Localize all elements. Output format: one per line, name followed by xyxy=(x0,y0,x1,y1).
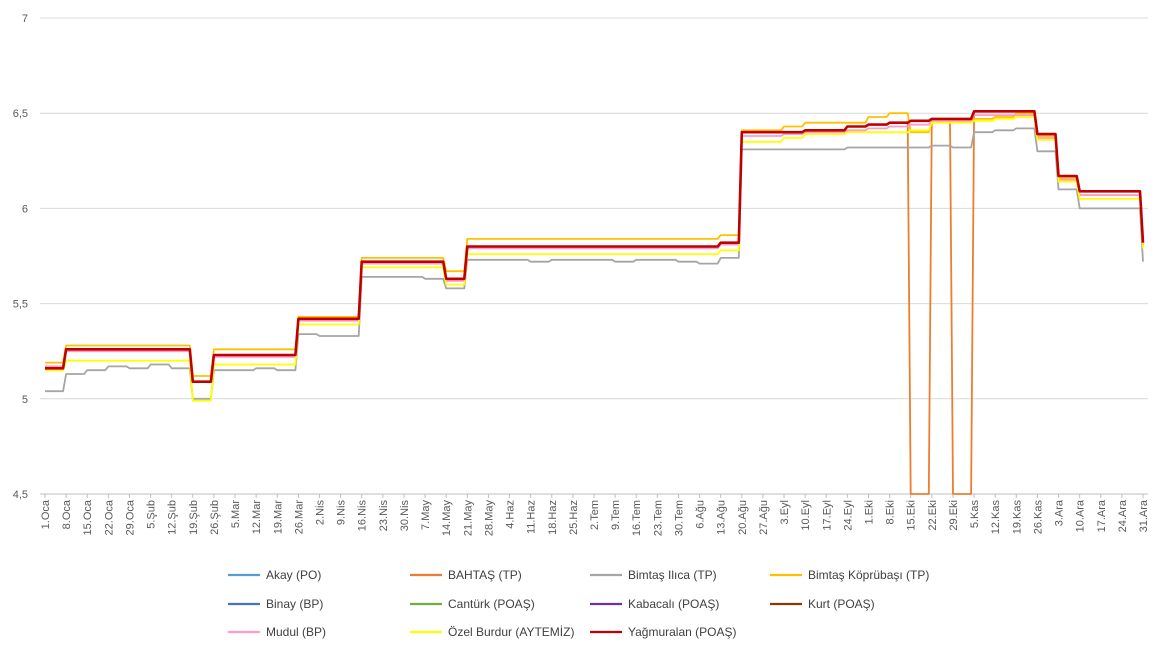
x-tick-label: 13.Ağu xyxy=(716,500,728,535)
x-tick-label: 1.Eki xyxy=(864,500,876,524)
legend-label: Cantürk (POAŞ) xyxy=(448,597,535,611)
y-tick-label: 6 xyxy=(22,203,28,215)
x-tick-label: 29.Oca xyxy=(124,499,136,535)
x-tick-label: 24.Ara xyxy=(1117,499,1129,532)
x-tick-label: 12.Mar xyxy=(251,500,263,535)
y-tick-label: 5,5 xyxy=(13,299,28,311)
x-tick-label: 30.Nis xyxy=(399,500,411,532)
legend-label: Bimtaş Ilıca (TP) xyxy=(628,568,717,582)
x-tick-label: 9.Tem xyxy=(610,500,622,530)
x-tick-label: 12.Şub xyxy=(167,500,179,535)
x-tick-label: 1.Oca xyxy=(40,499,52,529)
series-line xyxy=(45,112,1144,377)
x-tick-label: 10.Ara xyxy=(1075,499,1087,532)
x-tick-label: 2.Tem xyxy=(589,500,601,530)
x-tick-label: 16.Tem xyxy=(631,500,643,536)
series-line xyxy=(45,110,1144,495)
legend-label: Kabacalı (POAŞ) xyxy=(628,597,719,611)
series-lines xyxy=(45,110,1145,495)
x-tick-label: 8.Oca xyxy=(61,499,73,529)
x-tick-label: 19.Şub xyxy=(188,500,200,535)
series-line xyxy=(45,110,1145,383)
legend-label: Kurt (POAŞ) xyxy=(808,597,875,611)
x-tick-label: 22.Oca xyxy=(103,499,115,535)
axes xyxy=(40,493,1148,498)
x-tick-label: 25.Haz xyxy=(568,500,580,535)
gridlines xyxy=(40,17,1148,495)
x-tick-label: 3.Eyl xyxy=(779,500,791,524)
legend-label: Akay (PO) xyxy=(266,568,321,582)
series-line xyxy=(45,114,1144,383)
legend-label: Özel Burdur (AYTEMİZ) xyxy=(448,625,574,639)
x-tick-label: 23.Nis xyxy=(378,500,390,532)
x-tick-label: 24.Eyl xyxy=(842,500,854,531)
x-tick-label: 15.Oca xyxy=(82,499,94,535)
x-tick-label: 28.May xyxy=(483,500,495,537)
x-tick-label: 3.Ara xyxy=(1054,499,1066,526)
x-tick-label: 7.May xyxy=(420,500,432,530)
x-tick-label: 19.Mar xyxy=(272,500,284,535)
x-tick-label: 23.Tem xyxy=(652,500,664,536)
y-tick-label: 7 xyxy=(22,13,28,25)
series-line xyxy=(45,116,1144,402)
x-tick-label: 26.Şub xyxy=(209,500,221,535)
x-tick-label: 5.Kas xyxy=(969,500,981,529)
x-tick-label: 8.Eki xyxy=(885,500,897,524)
legend: Akay (PO) BAHTAŞ (TP) Bimtaş Ilıca (TP) Bim… xyxy=(228,568,929,639)
y-tick-label: 4,5 xyxy=(13,489,28,501)
y-tick-label: 5 xyxy=(22,394,28,406)
x-tick-label: 5.Şub xyxy=(146,500,158,529)
x-tick-labels: 1.Oca 8.Oca 15.Oca 22.Oca 29.Oca 5.Şub 12.Şub 1… xyxy=(40,499,1150,536)
x-tick-label: 15.Eki xyxy=(906,500,918,531)
legend-label: Binay (BP) xyxy=(266,597,323,611)
x-tick-label: 30.Tem xyxy=(673,500,685,536)
y-tick-labels: 4,5 5 5,5 6 6,5 7 xyxy=(13,13,28,501)
x-tick-label: 17.Ara xyxy=(1096,499,1108,532)
legend-label: Mudul (BP) xyxy=(266,625,326,639)
legend-label: Bimtaş Köprübaşı (TP) xyxy=(808,568,929,582)
x-tick-label: 29.Eki xyxy=(948,500,960,531)
x-tick-label: 22.Eki xyxy=(927,500,939,531)
x-tick-label: 9.Nis xyxy=(336,500,348,526)
x-tick-label: 14.May xyxy=(441,500,453,537)
series-line xyxy=(45,127,1144,400)
x-tick-label: 11.Haz xyxy=(526,500,538,534)
x-tick-label: 16.Nis xyxy=(357,500,369,532)
x-tick-label: 26.Mar xyxy=(293,500,305,535)
y-tick-label: 6,5 xyxy=(13,108,28,120)
x-tick-label: 19.Kas xyxy=(1011,500,1023,535)
legend-label: BAHTAŞ (TP) xyxy=(448,568,522,582)
x-tick-label: 21.May xyxy=(462,500,474,537)
x-tick-label: 10.Eyl xyxy=(800,500,812,531)
x-tick-label: 6.Ağu xyxy=(695,500,707,529)
x-tick-label: 4.Haz xyxy=(505,500,517,529)
x-tick-label: 31.Ara xyxy=(1138,499,1150,532)
x-tick-label: 26.Kas xyxy=(1032,500,1044,535)
x-tick-label: 5.Mar xyxy=(230,500,242,528)
x-tick-label: 2.Nis xyxy=(315,500,327,526)
x-tick-label: 27.Ağu xyxy=(758,500,770,535)
x-tick-label: 17.Eyl xyxy=(821,500,833,531)
x-tick-label: 12.Kas xyxy=(990,500,1002,535)
x-tick-label: 18.Haz xyxy=(547,500,559,535)
x-tick-label: 20.Ağu xyxy=(737,500,749,535)
legend-label: Yağmuralan (POAŞ) xyxy=(628,625,737,639)
